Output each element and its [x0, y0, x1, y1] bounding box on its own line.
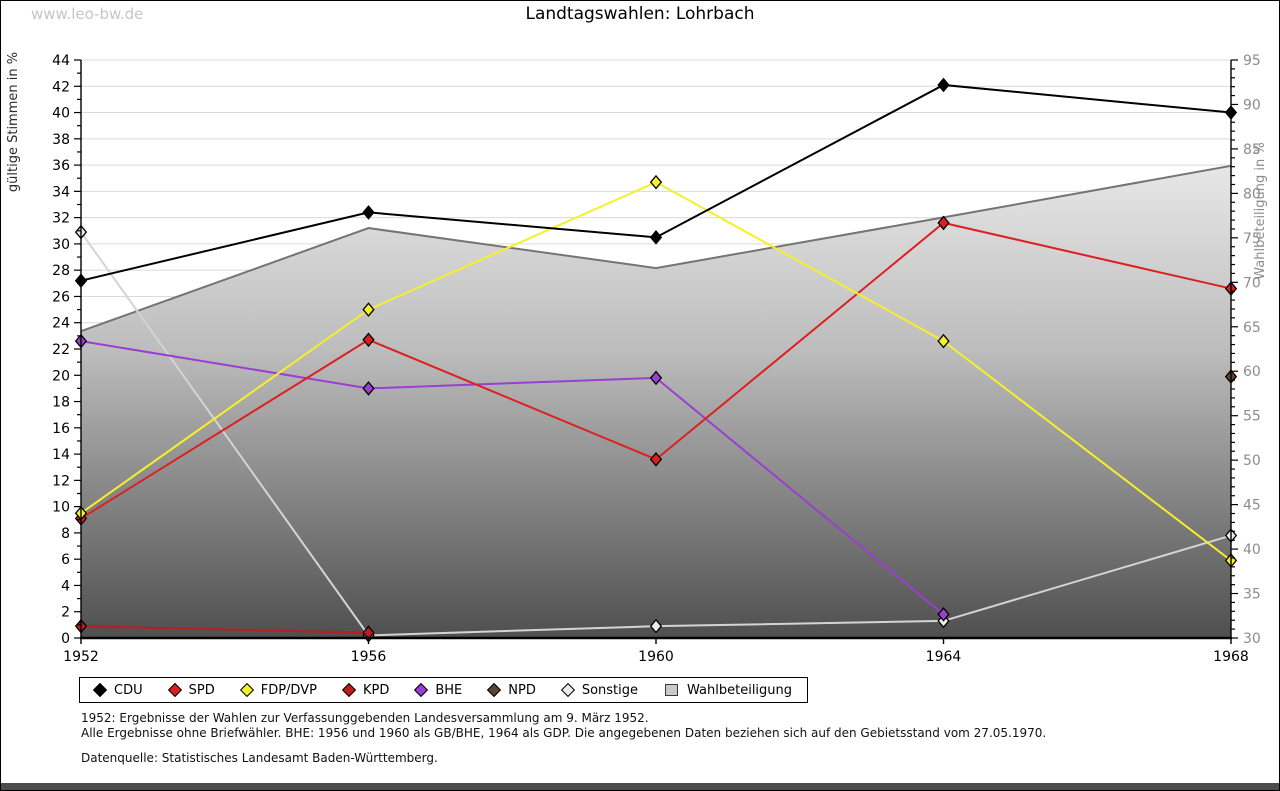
legend-label: BHE [435, 682, 463, 698]
legend-diamond-icon [560, 682, 575, 698]
data-point-sonstige-1960 [649, 618, 663, 634]
legend-label: CDU [114, 682, 143, 698]
watermark: www.leo-bw.de [31, 5, 144, 23]
right-tick-label: 35 [1243, 587, 1261, 603]
right-tick-label: 40 [1243, 542, 1261, 558]
data-point-bhe-1964 [937, 607, 950, 622]
left-tick-label: 18 [52, 395, 70, 411]
left-tick-label: 4 [61, 578, 70, 594]
left-axis-title: gültige Stimmen in % [6, 52, 21, 192]
series-line-bhe [80, 340, 945, 616]
series-area-outline [80, 164, 1232, 333]
left-tick-label: 12 [52, 473, 70, 489]
series-spd [74, 215, 1238, 526]
legend-diamond-icon [341, 682, 357, 698]
series-cdu [74, 77, 1238, 289]
left-tick-label: 22 [52, 342, 70, 358]
right-axis-title: Wahlbeteiligung in % [1253, 142, 1268, 279]
legend-label: KPD [362, 682, 390, 698]
left-tick-label: 16 [52, 421, 70, 437]
legend-label: Sonstige [581, 682, 639, 698]
legend-square-icon [665, 684, 679, 696]
bottom-border-bar [1, 783, 1279, 790]
right-tick-label: 95 [1243, 53, 1261, 69]
legend-label: SPD [188, 682, 215, 698]
legend-item-npd: NPD [487, 682, 536, 698]
x-tick-label-1968: 1968 [1213, 649, 1249, 665]
left-tick-label: 26 [52, 289, 70, 305]
legend-item-fdp-dvp: FDP/DVP [239, 682, 317, 698]
data-point-fdp-dvp-1960 [649, 174, 663, 190]
x-tick-label-1960: 1960 [638, 649, 674, 665]
footnotes: 1952: Ergebnisse der Wahlen zur Verfassu… [81, 711, 1046, 766]
legend-item-sonstige: Sonstige [560, 682, 639, 698]
right-tick-label: 80 [1243, 186, 1261, 202]
data-point-bhe-1960 [649, 370, 663, 386]
legend-label: FDP/DVP [260, 682, 317, 698]
x-tick-label-1956: 1956 [351, 649, 387, 665]
left-tick-label: 0 [61, 631, 70, 647]
left-tick-label: 30 [52, 237, 70, 253]
right-tick-label: 85 [1243, 142, 1261, 158]
legend-diamond-icon [92, 682, 108, 698]
right-tick-label: 50 [1243, 453, 1261, 469]
left-tick-label: 38 [52, 132, 70, 148]
footnote-spacer [81, 741, 1046, 751]
legend-item-bhe: BHE [414, 682, 463, 698]
footnote-line-1: 1952: Ergebnisse der Wahlen zur Verfassu… [81, 711, 649, 725]
right-tick-label: 90 [1243, 97, 1261, 113]
left-tick-label: 2 [61, 605, 70, 621]
left-tick-label: 34 [52, 184, 70, 200]
right-tick-label: 60 [1243, 364, 1261, 380]
right-tick-label: 65 [1243, 320, 1261, 336]
left-tick-label: 14 [52, 447, 70, 463]
legend-diamond-icon [167, 682, 182, 698]
legend-label: Wahlbeteiligung [687, 682, 793, 698]
left-tick-label: 6 [61, 552, 70, 568]
data-point-spd-1960 [649, 452, 663, 467]
data-point-cdu-1960 [649, 230, 663, 245]
data-point-bhe-1956 [362, 381, 375, 396]
left-tick-label: 20 [52, 368, 70, 384]
left-tick-label: 8 [61, 526, 70, 542]
data-point-spd-1964 [937, 215, 950, 231]
left-tick-label: 40 [52, 106, 70, 122]
left-tick-label: 36 [52, 158, 70, 174]
data-point-fdp-dvp-1956 [362, 302, 375, 317]
left-tick-label: 10 [52, 500, 70, 516]
legend-item-cdu: CDU [92, 682, 143, 698]
legend-label: NPD [508, 682, 536, 698]
series-line-kpd [80, 625, 369, 634]
left-tick-label: 44 [52, 53, 70, 69]
right-tick-label: 75 [1243, 231, 1261, 247]
series-area-wahlbeteiligung [81, 165, 1231, 638]
data-point-fdp-dvp-1964 [937, 333, 950, 349]
legend-item-wahlbeteiligung: Wahlbeteiligung [665, 683, 792, 698]
data-point-spd-1956 [362, 332, 375, 348]
data-source-note: Datenquelle: Statistisches Landesamt Bad… [81, 751, 438, 765]
x-tick-label-1964: 1964 [926, 649, 962, 665]
footnote-line-2: Alle Ergebnisse ohne Briefwähler. BHE: 1… [81, 726, 1047, 740]
legend-item-spd: SPD [167, 682, 215, 698]
legend-diamond-icon [487, 682, 502, 698]
chart-canvas: 0246810121416182022242628303234363840424… [6, 52, 1268, 665]
legend-diamond-icon [414, 682, 429, 698]
right-tick-label: 55 [1243, 409, 1261, 425]
data-point-cdu-1964 [937, 77, 950, 93]
left-tick-label: 42 [52, 79, 70, 95]
left-tick-label: 32 [52, 211, 70, 227]
right-tick-label: 70 [1243, 275, 1261, 291]
legend-diamond-icon [239, 682, 254, 698]
legend: CDU SPD FDP/DVP KPD BHE NPD Sonstige Wahlbeteil… [79, 677, 809, 703]
legend-item-kpd: KPD [341, 682, 390, 698]
right-tick-label: 30 [1243, 631, 1261, 647]
left-tick-label: 28 [52, 263, 70, 279]
right-tick-label: 45 [1243, 498, 1261, 514]
page-title: Landtagswahlen: Lohrbach [525, 4, 755, 24]
series-bhe [74, 333, 950, 622]
data-point-cdu-1956 [362, 205, 375, 220]
left-tick-label: 24 [52, 316, 70, 332]
x-tick-label-1952: 1952 [63, 649, 99, 665]
